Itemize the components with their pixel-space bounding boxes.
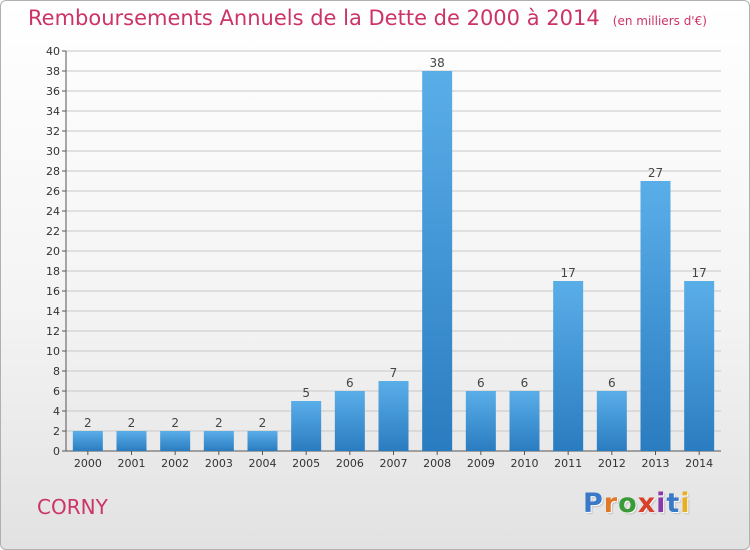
x-tick-label-2011: 2011 xyxy=(554,457,582,470)
commune-name: CORNY xyxy=(37,495,108,519)
logo-letter: r xyxy=(603,488,619,519)
bar-2007 xyxy=(378,381,409,451)
bar-2001 xyxy=(116,431,147,451)
y-tick-label: 6 xyxy=(53,385,60,398)
y-tick-label: 28 xyxy=(46,165,60,178)
bar-2009 xyxy=(465,391,496,451)
y-tick-label: 16 xyxy=(46,285,60,298)
y-tick-label: 10 xyxy=(46,345,60,358)
x-tick-label-2000: 2000 xyxy=(74,457,102,470)
y-tick-label: 18 xyxy=(46,265,60,278)
chart-title-main: Remboursements Annuels de la Dette de 20… xyxy=(28,6,600,30)
x-tick-label-2001: 2001 xyxy=(118,457,146,470)
value-label-2013: 27 xyxy=(648,166,663,180)
x-tick-label-2006: 2006 xyxy=(336,457,364,470)
y-tick-label: 24 xyxy=(46,205,60,218)
x-tick-label-2012: 2012 xyxy=(598,457,626,470)
y-tick-label: 4 xyxy=(53,405,60,418)
logo-letter: x xyxy=(637,488,657,519)
logo-letter: P xyxy=(583,488,604,519)
bar-2014 xyxy=(684,281,715,451)
y-tick-label: 40 xyxy=(46,45,60,58)
chart-title: Remboursements Annuels de la Dette de 20… xyxy=(28,6,707,30)
value-label-2014: 17 xyxy=(692,266,707,280)
bar-2013 xyxy=(640,181,671,451)
value-label-2007: 7 xyxy=(390,366,398,380)
x-tick-label-2009: 2009 xyxy=(467,457,495,470)
value-labels: 2 2 2 2 2 5 6 7 38 6 6 17 6 27 17 xyxy=(84,56,707,430)
value-label-2004: 2 xyxy=(259,416,267,430)
bar-2005 xyxy=(291,401,322,451)
value-label-2006: 6 xyxy=(346,376,354,390)
y-tick-label: 30 xyxy=(46,145,60,158)
y-tick-label: 12 xyxy=(46,325,60,338)
logo-letter: i xyxy=(656,488,667,519)
value-label-2003: 2 xyxy=(215,416,223,430)
value-label-2001: 2 xyxy=(128,416,136,430)
x-tick-label-2005: 2005 xyxy=(292,457,320,470)
value-label-2005: 5 xyxy=(302,386,310,400)
y-tick-label: 26 xyxy=(46,185,60,198)
y-tick-label: 32 xyxy=(46,125,60,138)
bar-2006 xyxy=(334,391,365,451)
bar-2002 xyxy=(160,431,191,451)
value-label-2008: 38 xyxy=(430,56,445,70)
value-label-2009: 6 xyxy=(477,376,485,390)
value-label-2010: 6 xyxy=(521,376,529,390)
y-tick-label: 34 xyxy=(46,105,60,118)
bar-2012 xyxy=(596,391,627,451)
y-tick-label: 22 xyxy=(46,225,60,238)
bar-2010 xyxy=(509,391,540,451)
chart-title-unit: (en milliers d'€) xyxy=(612,14,707,28)
value-label-2012: 6 xyxy=(608,376,616,390)
x-tick-label-2007: 2007 xyxy=(380,457,408,470)
y-tick-label: 20 xyxy=(46,245,60,258)
y-tick-label: 2 xyxy=(53,425,60,438)
x-tick-label-2008: 2008 xyxy=(423,457,451,470)
x-tick-label-2004: 2004 xyxy=(249,457,277,470)
proxiti-logo: Proxiti xyxy=(583,488,691,519)
x-tick-label-2002: 2002 xyxy=(161,457,189,470)
y-tick-label: 38 xyxy=(46,65,60,78)
x-tick-label-2013: 2013 xyxy=(642,457,670,470)
y-tick-label: 14 xyxy=(46,305,60,318)
value-label-2011: 17 xyxy=(561,266,576,280)
value-label-2002: 2 xyxy=(171,416,179,430)
logo-letter: o xyxy=(618,488,638,519)
bar-2011 xyxy=(553,281,584,451)
logo-letter: i xyxy=(680,488,691,519)
bar-2008 xyxy=(422,71,453,451)
x-tick-label-2010: 2010 xyxy=(511,457,539,470)
value-label-2000: 2 xyxy=(84,416,92,430)
bar-2000 xyxy=(72,431,103,451)
bar-2004 xyxy=(247,431,278,451)
logo-letter: t xyxy=(666,488,681,519)
y-tick-label: 36 xyxy=(46,85,60,98)
x-tick-label-2014: 2014 xyxy=(685,457,713,470)
y-tick-label: 0 xyxy=(53,445,60,458)
x-tick-label-2003: 2003 xyxy=(205,457,233,470)
bars xyxy=(72,71,715,451)
y-tick-label: 8 xyxy=(53,365,60,378)
bar-2003 xyxy=(203,431,234,451)
